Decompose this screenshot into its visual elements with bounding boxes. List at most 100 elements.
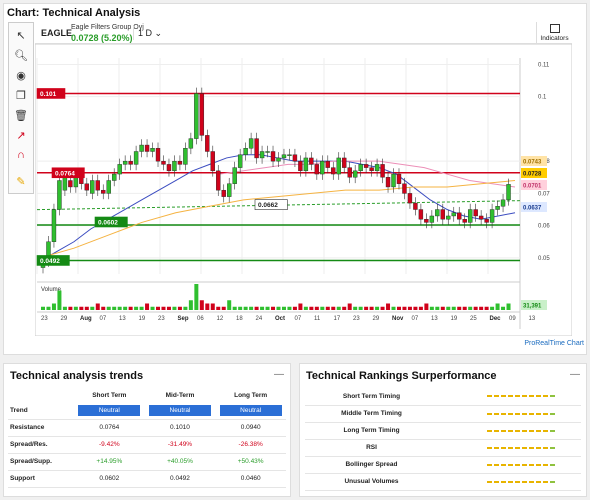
candle [199, 93, 205, 136]
x-tick-label: Nov [392, 316, 404, 322]
candle [320, 160, 325, 175]
candle [188, 138, 194, 149]
x-tick-label: 12 [217, 316, 224, 322]
volume-bar [413, 306, 418, 310]
rating-segment [508, 429, 513, 432]
volume-bar [303, 306, 308, 310]
candle [133, 151, 139, 165]
ranking-row: Bollinger Spread [305, 456, 581, 474]
level-label-box [94, 216, 128, 228]
rating-segment [550, 446, 555, 449]
ranking-score [438, 388, 581, 406]
volume-bar [123, 306, 128, 310]
candle [440, 209, 446, 220]
trend-line-icon[interactable]: ↗ [16, 129, 26, 142]
volume-bar [429, 306, 434, 310]
table-cell: -9.42% [74, 436, 145, 454]
candle [150, 148, 155, 152]
rating-bars [438, 429, 581, 432]
row-label: Spread/Res. [8, 436, 74, 454]
candle [402, 183, 407, 194]
level-label-box [36, 255, 70, 266]
volume-bar [183, 306, 188, 310]
trends-header: Short Term [92, 391, 127, 399]
candle [385, 177, 391, 188]
rating-segment [543, 463, 548, 466]
collapse-icon[interactable]: — [274, 369, 284, 380]
rating-segment [515, 446, 520, 449]
rating-segment [508, 395, 513, 398]
table-cell: -26.38% [215, 436, 286, 454]
volume-bar [156, 306, 161, 310]
candle [325, 160, 330, 168]
candle [237, 154, 243, 168]
rating-segment [543, 412, 548, 415]
cursor-icon[interactable]: ↖ [16, 29, 26, 42]
volume-bar [490, 306, 495, 310]
candle [248, 138, 254, 149]
copy-icon[interactable]: ❐ [16, 89, 26, 102]
volume-bar [254, 306, 259, 310]
candle [205, 135, 210, 152]
candle [363, 164, 369, 168]
indicators-button[interactable]: Indicators [536, 22, 572, 44]
volume-bar [347, 303, 352, 310]
symbol-label[interactable]: EAGLE [41, 28, 73, 38]
volume-bar [205, 303, 210, 310]
ranking-score [438, 439, 581, 457]
magnet-icon[interactable]: ∩ [17, 149, 25, 161]
x-tick-label: 23 [41, 316, 48, 322]
volume-bar [68, 306, 73, 310]
volume-bar [479, 306, 484, 310]
table-cell: +14.95% [74, 453, 145, 471]
eye-icon[interactable]: ◉ [16, 69, 26, 82]
candle [101, 189, 106, 194]
ranking-score [438, 422, 581, 440]
candle [467, 209, 473, 223]
volume-bar [227, 300, 232, 310]
rating-segment [550, 395, 555, 398]
rating-segment [494, 446, 499, 449]
candle [500, 199, 506, 207]
rating-segment [529, 446, 534, 449]
rating-segment [508, 446, 513, 449]
x-tick-label: 07 [295, 316, 302, 322]
volume-bar [358, 306, 363, 310]
candle [298, 160, 303, 172]
rating-segment [515, 429, 520, 432]
volume-bar [380, 306, 385, 310]
price-marker-label: 0.0728 [523, 172, 542, 178]
candle [254, 138, 259, 159]
collapse-icon[interactable]: — [570, 369, 580, 380]
zoom-icon[interactable]: 🔍︎ [14, 49, 28, 62]
volume-bar [188, 300, 193, 310]
price-tick-label: 0.07 [538, 191, 550, 197]
trash-icon[interactable]: 🗑︎ [14, 109, 28, 122]
rating-segment [501, 412, 506, 415]
candle [473, 209, 478, 217]
prorealtime-link[interactable]: ProRealTime Chart [524, 340, 584, 347]
volume-bar [298, 303, 303, 310]
candle [292, 154, 298, 162]
level-label: 0.0602 [98, 219, 118, 226]
volume-bar [166, 306, 171, 310]
volume-bar [84, 306, 89, 310]
rating-segment [522, 412, 527, 415]
volume-bar [287, 306, 292, 310]
x-tick-label: 07 [100, 316, 107, 322]
rating-segment [487, 412, 492, 415]
x-tick-label: 09 [509, 316, 516, 322]
rating-segment [529, 480, 534, 483]
volume-bar [210, 303, 215, 310]
price-chart[interactable]: 0.110.10.080.070.060.050.1010.07640.0602… [35, 44, 572, 336]
ranking-label: RSI [305, 439, 438, 457]
candle [418, 209, 424, 220]
pencil-icon[interactable]: ✎ [16, 175, 26, 188]
volume-bar [145, 303, 150, 310]
volume-bar [506, 303, 511, 310]
ranking-score [438, 456, 581, 474]
candle [122, 160, 128, 165]
indicators-label: Indicators [540, 35, 569, 42]
interval-select[interactable]: 1 D ⌄ [133, 26, 169, 40]
rating-segment [508, 412, 513, 415]
